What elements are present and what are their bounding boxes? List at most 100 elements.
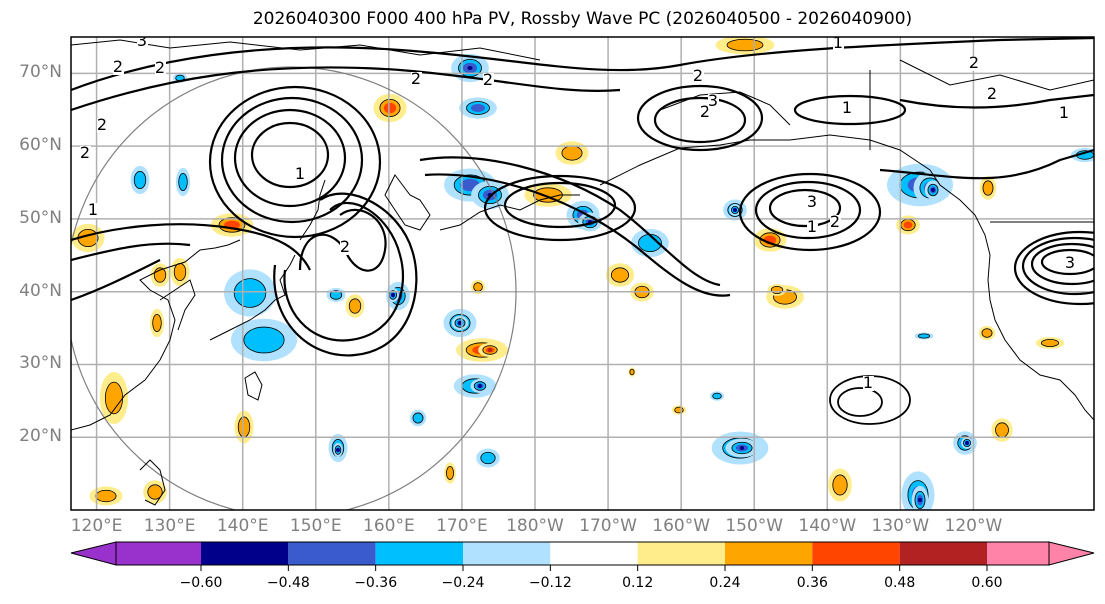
coast-philippines xyxy=(139,459,166,506)
contour-label-bg xyxy=(113,60,124,75)
coast-kamchatka xyxy=(384,174,431,231)
pv-contour xyxy=(879,148,1094,180)
contour-label: 1 xyxy=(807,217,817,236)
negative-anomaly-shading xyxy=(178,172,188,192)
pv-contour xyxy=(220,96,364,224)
positive-anomaly-shading xyxy=(348,298,362,314)
positive-anomaly-shading xyxy=(473,282,483,292)
coast-korea xyxy=(159,279,196,331)
contour-label: 2 xyxy=(700,102,710,121)
negative-anomaly-shading xyxy=(412,412,424,424)
colorbar-frame xyxy=(115,541,1050,566)
contour-label: 3 xyxy=(807,192,817,211)
colorbar-segment xyxy=(116,542,201,565)
contour-label-bg xyxy=(708,94,719,109)
colorbar-segment xyxy=(375,542,463,565)
pv-contour xyxy=(738,172,882,252)
coast-siberia xyxy=(71,39,541,61)
contour-label: 2 xyxy=(113,57,123,76)
colorbar-under-arrow xyxy=(70,541,117,566)
contour-label-bg xyxy=(833,37,844,51)
colorbar-tick-label: −0.60 xyxy=(179,575,223,591)
contour-label-bg xyxy=(483,73,494,88)
longitude-label: 160°E xyxy=(363,516,415,536)
positive-anomaly-shading xyxy=(561,145,583,161)
map-frame xyxy=(70,36,1095,511)
contour-label: 2 xyxy=(155,58,165,77)
longitude-label: 170°W xyxy=(579,516,637,536)
positive-anomaly-shading xyxy=(95,489,117,503)
contour-label-bg xyxy=(97,118,108,133)
contour-label: 1 xyxy=(88,200,98,219)
pv-contour xyxy=(899,93,1094,109)
contour-label: 3 xyxy=(1065,253,1075,272)
positive-anomaly-shading xyxy=(995,422,1009,438)
contour-label-bg xyxy=(411,72,422,87)
contour-label: 2 xyxy=(693,66,703,85)
latitude-label: 50°N xyxy=(19,207,62,228)
pv-contour xyxy=(298,208,387,272)
contour-label: 2 xyxy=(340,237,350,256)
positive-anomaly-shading xyxy=(674,406,684,414)
pv-contour xyxy=(233,108,347,208)
negative-anomaly-shading xyxy=(480,451,496,465)
contour-label: 3 xyxy=(137,31,147,50)
pv-contour xyxy=(1021,236,1094,296)
coast-arctic xyxy=(899,59,1094,91)
negative-anomaly-shading xyxy=(470,104,486,112)
contour-label-bg xyxy=(137,37,148,49)
contour-label: 2 xyxy=(483,70,493,89)
negative-anomaly-shading xyxy=(336,448,340,452)
contour-label: 2 xyxy=(411,69,421,88)
positive-anomaly-shading xyxy=(488,348,492,352)
longitude-label: 120°W xyxy=(944,516,1003,536)
colorbar-segment xyxy=(288,542,376,565)
latitude-label: 30°N xyxy=(19,353,62,374)
colorbar-segment xyxy=(899,542,987,565)
colorbar-tick-label: −0.12 xyxy=(528,575,572,591)
positive-anomaly-shading xyxy=(383,102,397,114)
longitude-label: 120°E xyxy=(70,516,123,536)
colorbar-tick-label: 0.60 xyxy=(971,575,1003,591)
pv-contour xyxy=(419,156,721,287)
anomaly-shading-layer xyxy=(71,37,1094,510)
positive-anomaly-shading xyxy=(173,262,187,282)
colorbar-segment xyxy=(637,542,725,565)
coast-sakhalin xyxy=(299,179,326,241)
pv-contour xyxy=(71,242,191,262)
pv-contour xyxy=(250,121,330,189)
colorbar-tick-label: −0.24 xyxy=(441,575,485,591)
longitude-label: 140°W xyxy=(798,516,857,536)
contour-label-bg xyxy=(830,215,841,230)
distance-circle xyxy=(71,66,517,510)
pv-contour xyxy=(71,37,1094,92)
contour-label-bg xyxy=(88,203,99,218)
latitude-label: 20°N xyxy=(19,426,62,447)
longitude-label: 150°E xyxy=(289,516,342,536)
contour-label: 2 xyxy=(987,84,997,103)
colorbar-segment xyxy=(987,542,1049,565)
negative-anomaly-shading xyxy=(712,392,722,400)
longitude-label: 180°W xyxy=(506,516,564,536)
pv-contour xyxy=(283,201,404,342)
colorbar-segment xyxy=(725,542,813,565)
colorbar-segment xyxy=(550,542,638,565)
pv-contour xyxy=(208,85,382,239)
negative-anomaly-shading xyxy=(478,384,482,388)
contour-label-bg xyxy=(842,101,853,116)
longitude-label: 140°E xyxy=(216,516,269,536)
contour-label-bg xyxy=(340,240,351,255)
colorbar-tick-label: −0.48 xyxy=(266,575,310,591)
pv-contour xyxy=(71,259,161,302)
coast-japan xyxy=(209,254,296,341)
graticule xyxy=(71,37,1094,510)
pv-contour xyxy=(503,181,617,229)
positive-anomaly-shading xyxy=(981,328,993,338)
positive-anomaly-shading xyxy=(147,484,163,500)
pv-contour xyxy=(1030,242,1094,286)
negative-anomaly-shading xyxy=(918,498,922,502)
positive-anomaly-shading xyxy=(445,466,454,480)
colorbar-over-arrow xyxy=(1048,541,1095,566)
